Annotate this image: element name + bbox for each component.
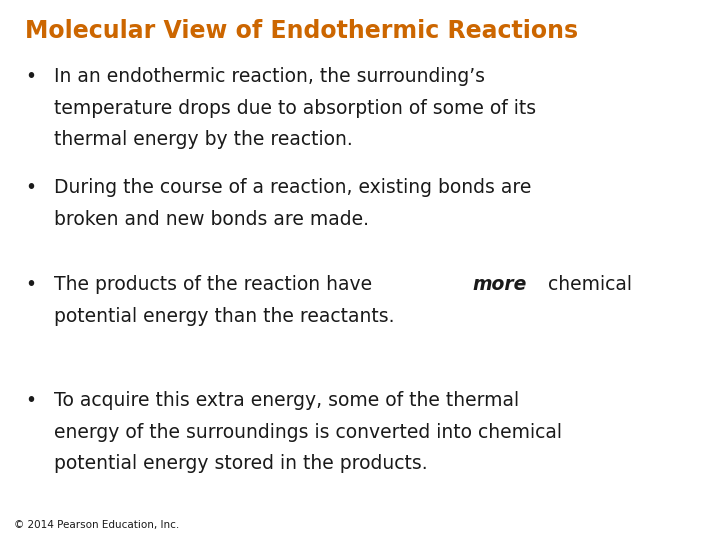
Text: broken and new bonds are made.: broken and new bonds are made. [54,210,369,228]
Text: •: • [25,392,36,410]
Text: •: • [25,275,36,294]
Text: © 2014 Pearson Education, Inc.: © 2014 Pearson Education, Inc. [14,520,180,530]
Text: Molecular View of Endothermic Reactions: Molecular View of Endothermic Reactions [25,19,578,43]
Text: To acquire this extra energy, some of the thermal: To acquire this extra energy, some of th… [54,392,519,410]
Text: temperature drops due to absorption of some of its: temperature drops due to absorption of s… [54,99,536,118]
Text: thermal energy by the reaction.: thermal energy by the reaction. [54,130,353,149]
Text: potential energy stored in the products.: potential energy stored in the products. [54,454,428,473]
Text: During the course of a reaction, existing bonds are: During the course of a reaction, existin… [54,178,531,197]
Text: In an endothermic reaction, the surrounding’s: In an endothermic reaction, the surround… [54,68,485,86]
Text: The products of the reaction have: The products of the reaction have [54,275,378,294]
Text: •: • [25,178,36,197]
Text: energy of the surroundings is converted into chemical: energy of the surroundings is converted … [54,423,562,442]
Text: chemical: chemical [542,275,632,294]
Text: potential energy than the reactants.: potential energy than the reactants. [54,307,395,326]
Text: •: • [25,68,36,86]
Text: more: more [472,275,526,294]
